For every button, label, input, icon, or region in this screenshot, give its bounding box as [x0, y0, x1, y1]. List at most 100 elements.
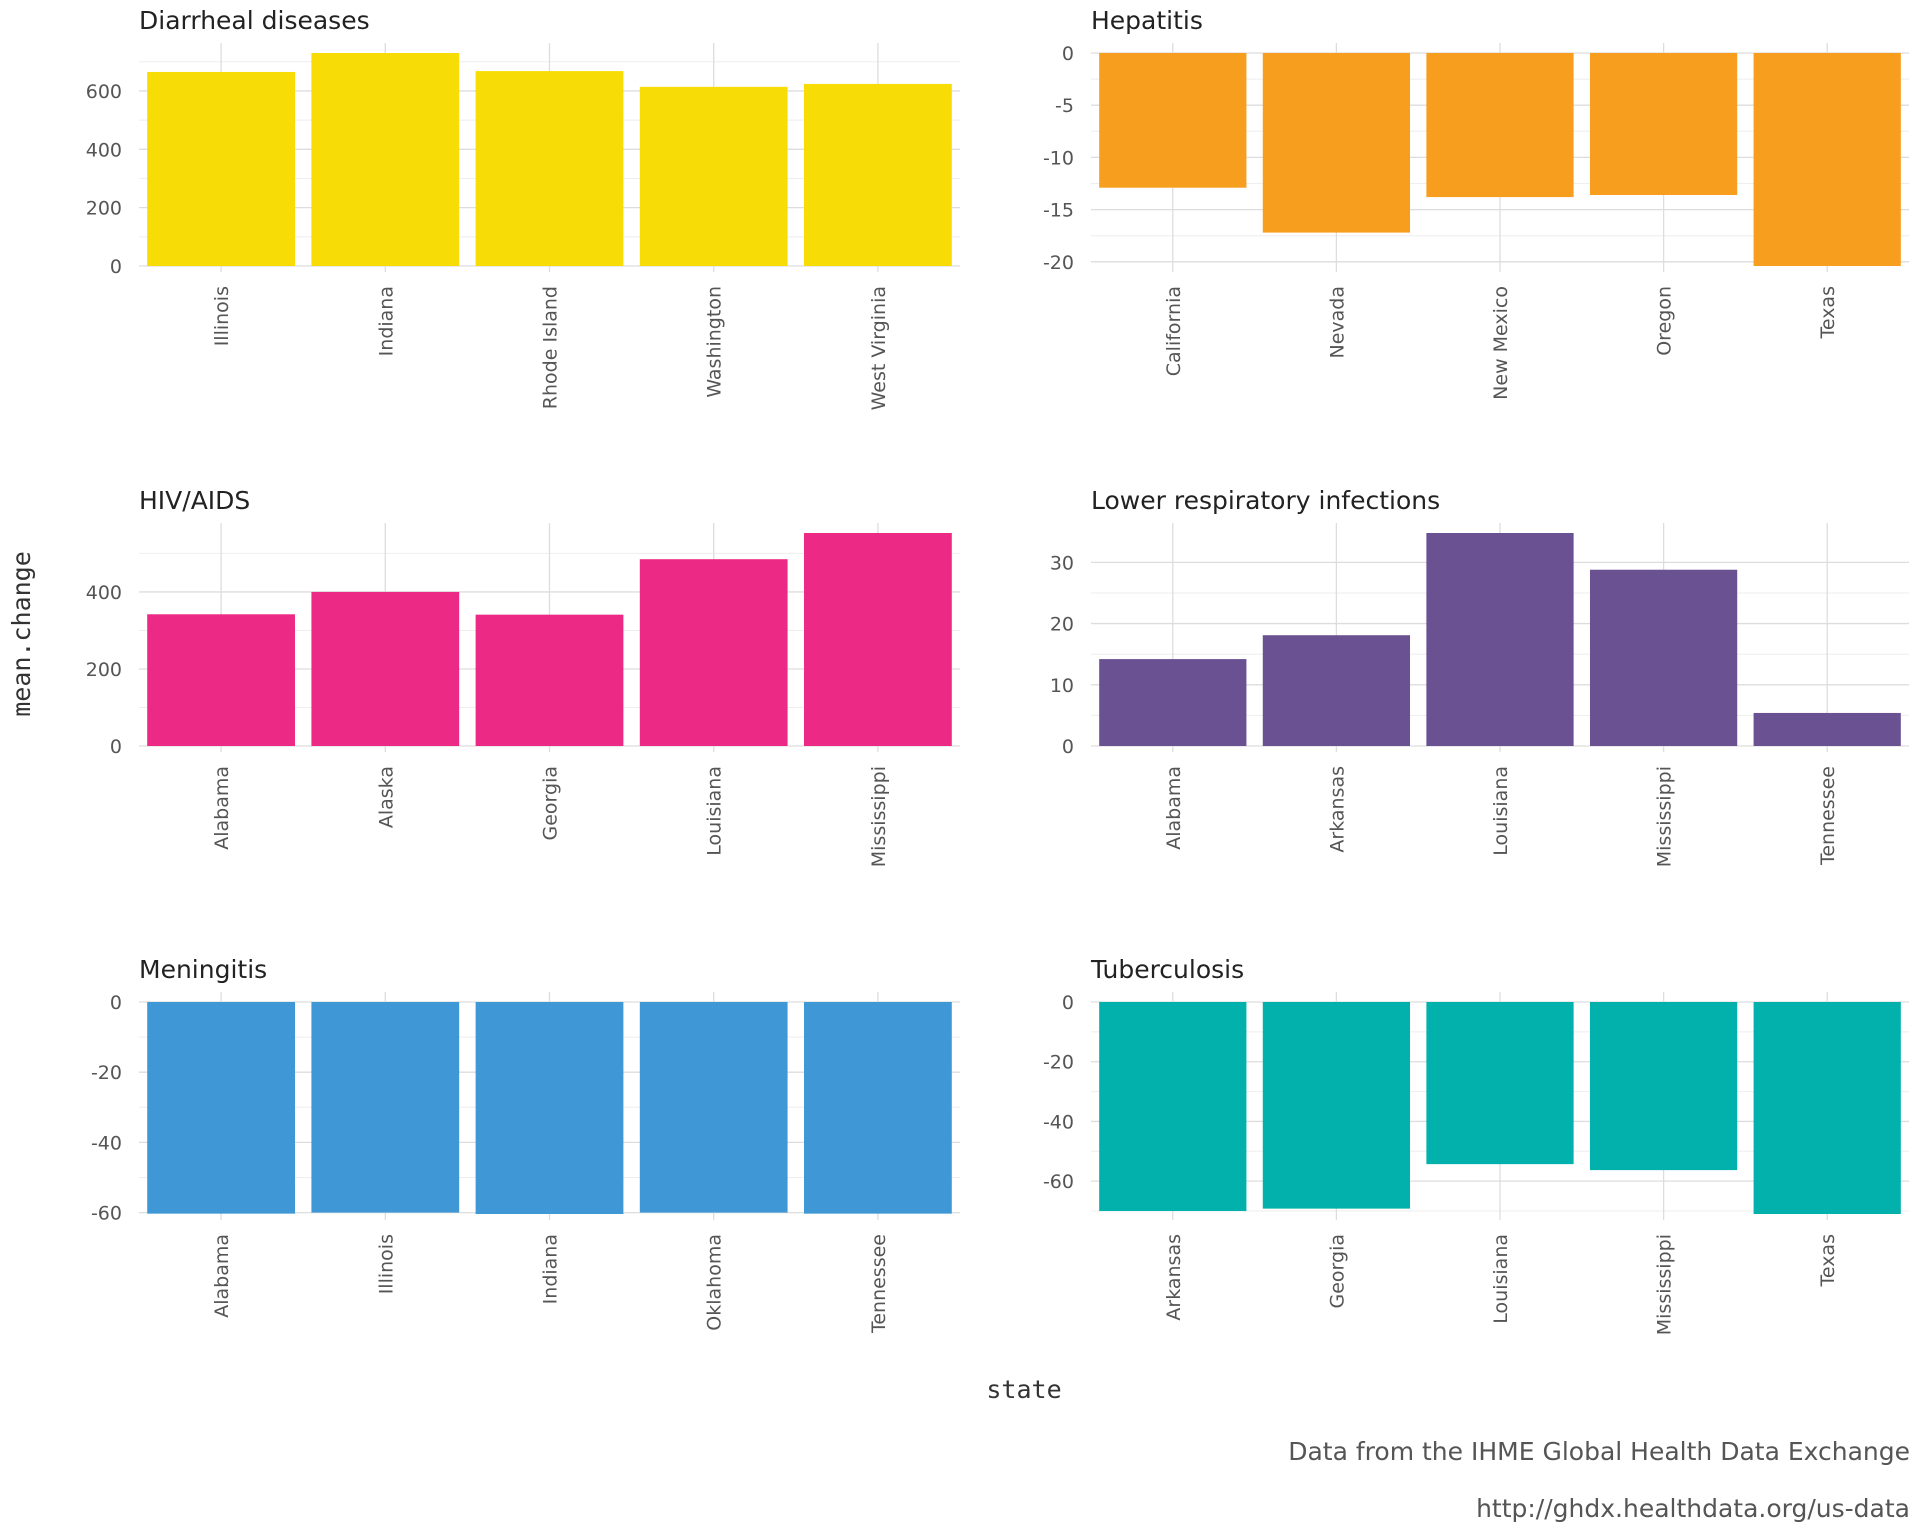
x-tick-label: Louisiana — [1490, 766, 1512, 856]
x-tick-label: Texas — [1817, 286, 1839, 340]
y-tick-label: 0 — [110, 992, 122, 1014]
panel-diarrheal-diseases: Diarrheal diseases 0 200 400 600 Illinois Indi… — [86, 6, 960, 410]
x-tick-label: Louisiana — [704, 766, 726, 856]
y-tick-label: -40 — [1043, 1111, 1074, 1133]
x-tick-label: Tennessee — [868, 1234, 890, 1334]
y-tick-label: -20 — [1043, 1052, 1074, 1074]
bar-alabama — [147, 1002, 295, 1214]
y-tick-label: 0 — [1062, 736, 1074, 758]
panel-hiv-aids: HIV/AIDS 0 200 400 Alabama Alaska Georgia Louis… — [86, 486, 960, 867]
x-tick-label: Alabama — [211, 1234, 233, 1318]
bar-nevada — [1262, 53, 1411, 233]
y-tick-label: 200 — [86, 659, 122, 681]
caption-source: Data from the IHME Global Health Data Ex… — [1288, 1437, 1910, 1466]
bar-washington — [639, 86, 788, 266]
bar-illinois — [147, 71, 295, 266]
x-tick-label: Nevada — [1326, 286, 1348, 359]
y-tick-label: -20 — [91, 1062, 122, 1084]
y-tick-label: 400 — [86, 139, 122, 161]
panel-lower-respiratory-infections: Lower respiratory infections 0 10 20 30 Alaba… — [1050, 486, 1909, 867]
panel-hepatitis: Hepatitis -20 -15 -10 -5 0 California Nevada New… — [1043, 6, 1909, 400]
bar-illinois — [311, 1002, 460, 1213]
y-tick-label: 0 — [1062, 43, 1074, 65]
bar-oregon — [1589, 53, 1738, 195]
y-axis-label: mean.change — [7, 551, 36, 717]
panel-meningitis: Meningitis -60 -40 -20 0 Alabama Illinois India… — [91, 955, 960, 1334]
bar-alabama — [147, 614, 295, 746]
x-tick-label: Washington — [704, 286, 726, 398]
x-tick-label: Illinois — [375, 1234, 397, 1294]
x-tick-label: Georgia — [540, 766, 562, 841]
bar-louisiana — [639, 559, 788, 746]
y-tick-label: 0 — [1062, 992, 1074, 1014]
y-tick-label: 20 — [1050, 614, 1074, 636]
bar-alabama — [1099, 659, 1247, 746]
bar-new-mexico — [1426, 53, 1574, 198]
y-tick-label: 10 — [1050, 675, 1074, 697]
y-tick-label: -10 — [1043, 147, 1074, 169]
bar-rhode-island — [475, 71, 624, 266]
y-tick-label: 600 — [86, 81, 122, 103]
bar-texas — [1753, 53, 1901, 266]
y-tick-label: -20 — [1043, 252, 1074, 274]
bar-indiana — [475, 1002, 624, 1214]
bar-mississippi — [804, 533, 952, 746]
x-tick-label: Indiana — [540, 1234, 562, 1304]
x-tick-label: Rhode Island — [540, 286, 562, 409]
bar-alaska — [311, 591, 460, 746]
caption-url: http://ghdx.healthdata.org/us-data — [1476, 1494, 1910, 1523]
x-tick-label: Mississippi — [1654, 1234, 1676, 1335]
bar-louisiana — [1426, 533, 1574, 746]
x-tick-label: New Mexico — [1490, 286, 1512, 400]
panel-title: Meningitis — [139, 955, 267, 984]
x-tick-label: Texas — [1817, 1234, 1839, 1288]
x-tick-label: Arkansas — [1326, 766, 1348, 853]
bar-georgia — [475, 614, 624, 746]
y-tick-label: -15 — [1043, 200, 1074, 222]
y-tick-label: 0 — [110, 256, 122, 278]
x-tick-label: Louisiana — [1490, 1234, 1512, 1324]
y-tick-label: 200 — [86, 198, 122, 220]
y-tick-label: 0 — [110, 736, 122, 758]
y-tick-label: 30 — [1050, 552, 1074, 574]
bar-arkansas — [1262, 635, 1411, 746]
x-tick-label: Oregon — [1654, 286, 1676, 356]
bar-california — [1099, 53, 1247, 188]
x-tick-label: Alabama — [211, 766, 233, 850]
x-tick-label: Alabama — [1163, 766, 1185, 850]
bar-indiana — [311, 53, 460, 266]
y-tick-label: 400 — [86, 582, 122, 604]
bar-oklahoma — [639, 1002, 788, 1213]
x-tick-label: Georgia — [1326, 1234, 1348, 1309]
panel-title: Hepatitis — [1091, 6, 1203, 35]
bar-mississippi — [1589, 1002, 1738, 1171]
panel-tuberculosis: Tuberculosis -60 -40 -20 0 Arkansas Georgia Lou… — [1043, 955, 1909, 1335]
panel-title: Tuberculosis — [1090, 955, 1244, 984]
x-tick-label: Mississippi — [868, 766, 890, 867]
x-tick-label: West Virginia — [868, 286, 890, 410]
bar-mississippi — [1589, 569, 1738, 746]
x-tick-label: Indiana — [375, 286, 397, 356]
x-axis-label: state — [986, 1375, 1061, 1404]
bar-tennessee — [804, 1002, 952, 1214]
bar-tennessee — [1753, 712, 1901, 746]
x-tick-label: Oklahoma — [704, 1234, 726, 1331]
bar-louisiana — [1426, 1002, 1574, 1165]
panel-title: HIV/AIDS — [139, 486, 250, 515]
panel-title: Diarrheal diseases — [139, 6, 370, 35]
y-tick-label: -60 — [91, 1203, 122, 1225]
x-tick-label: Mississippi — [1654, 766, 1676, 867]
panel-title: Lower respiratory infections — [1091, 486, 1440, 515]
x-tick-label: Illinois — [211, 286, 233, 346]
x-tick-label: Arkansas — [1163, 1234, 1185, 1321]
y-tick-label: -5 — [1055, 95, 1074, 117]
y-tick-label: -60 — [1043, 1171, 1074, 1193]
x-tick-label: Tennessee — [1817, 766, 1839, 866]
bar-arkansas — [1099, 1002, 1247, 1212]
x-tick-label: Alaska — [375, 766, 397, 828]
bar-west-virginia — [804, 83, 952, 266]
x-tick-label: California — [1163, 286, 1185, 376]
bar-texas — [1753, 1002, 1901, 1214]
y-tick-label: -40 — [91, 1132, 122, 1154]
